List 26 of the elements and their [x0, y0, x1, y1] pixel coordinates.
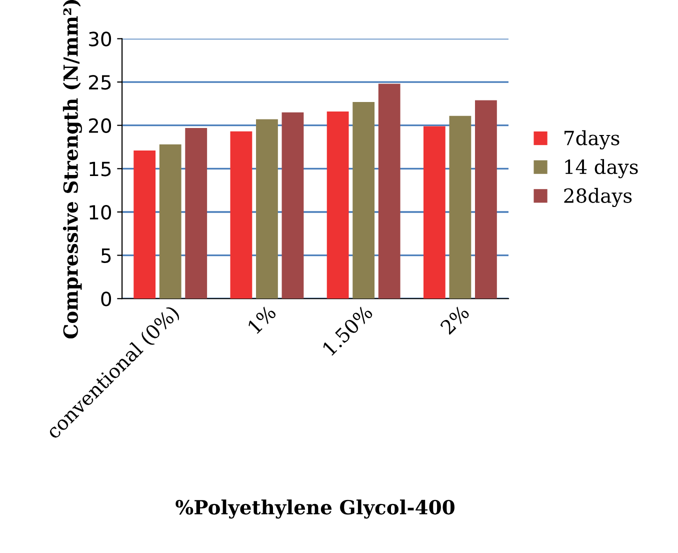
bar — [185, 128, 208, 299]
bar — [449, 116, 472, 299]
bar — [378, 84, 400, 299]
bar — [326, 111, 349, 299]
y-tick-label: 30 — [89, 32, 112, 46]
legend-label: 28days — [564, 188, 632, 208]
y-tick-label: 15 — [90, 162, 111, 176]
bar — [159, 144, 182, 299]
bar — [256, 119, 278, 299]
y-axis-title: Compressive Strength (N/mm²) — [62, 0, 82, 338]
y-tick-label: 0 — [101, 292, 112, 306]
legend-label: 14 days — [565, 159, 638, 178]
bar — [475, 100, 497, 299]
x-tick-label: 2% — [440, 304, 470, 336]
y-tick-label: 25 — [89, 74, 111, 90]
legend-label: 7days — [564, 130, 620, 150]
bar — [352, 102, 375, 299]
x-axis-title: %Polyethylene Glycol-400 — [176, 500, 454, 519]
y-tick-label: 20 — [89, 118, 112, 134]
bar — [134, 150, 156, 299]
y-tick-label: 10 — [90, 204, 112, 220]
bar — [423, 126, 446, 299]
bar — [230, 131, 252, 299]
bar — [282, 112, 304, 299]
x-tick-label: 1% — [247, 304, 277, 334]
y-tick-label: 5 — [101, 248, 111, 263]
